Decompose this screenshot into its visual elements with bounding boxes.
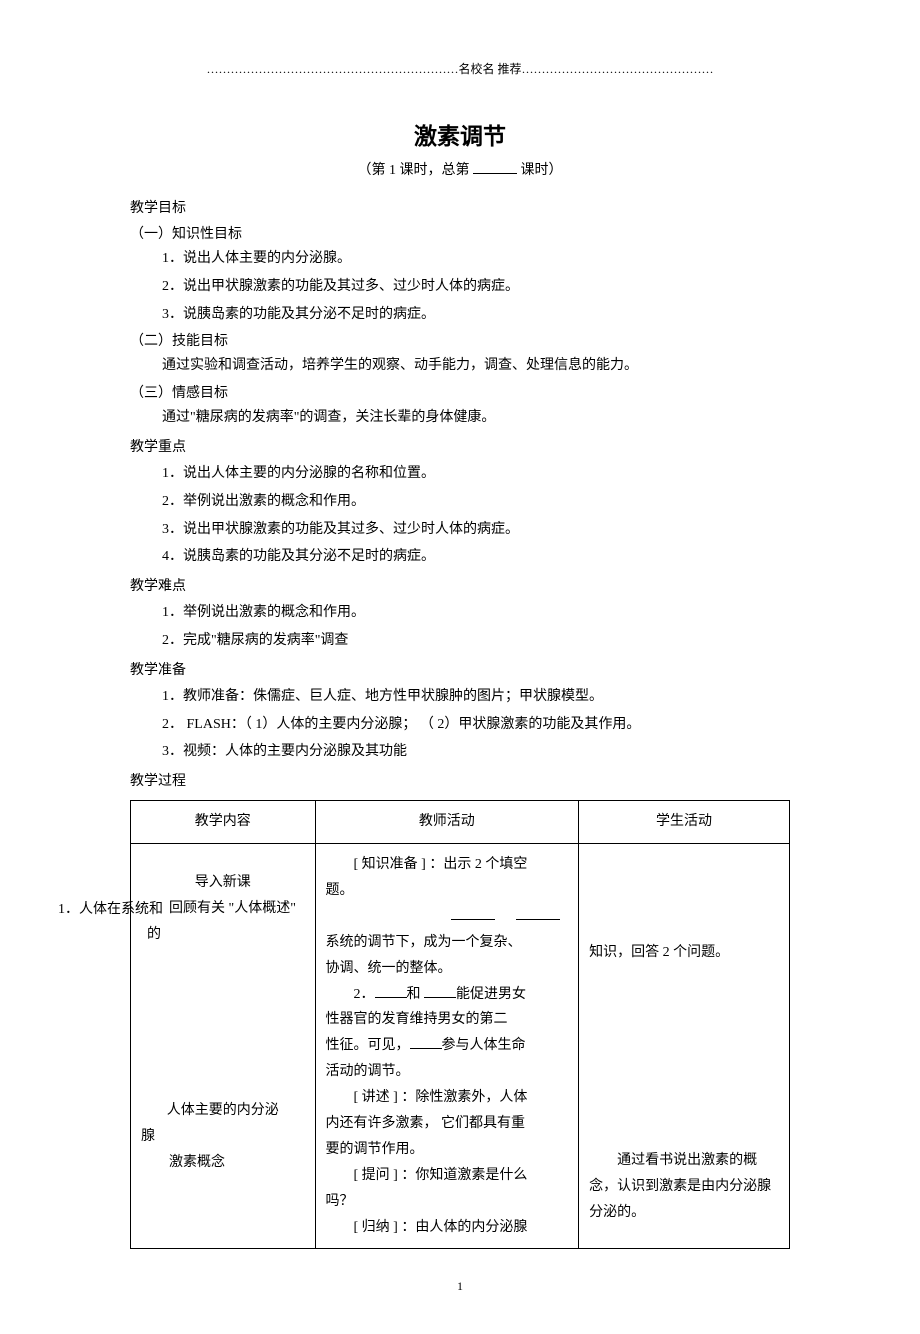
subheading-knowledge: （一）知识性目标	[130, 223, 790, 243]
heading-difficulties: 教学难点	[130, 575, 790, 595]
q2-suffix: 能促进男女	[456, 987, 526, 1002]
body-label-2: 腺	[141, 1124, 305, 1150]
blank	[424, 983, 456, 997]
key-item: 2．举例说出激素的概念和作用。	[162, 490, 790, 514]
t-line: 性器官的发育维持男女的第二	[326, 1012, 508, 1027]
key-item: 3．说出甲状腺激素的功能及其过多、过少时人体的病症。	[162, 518, 790, 542]
q1-prefix: 1．人体在	[58, 902, 121, 917]
s-line: 知识，回答 2 个问题。	[589, 945, 729, 960]
subtitle-suffix: 课时）	[521, 163, 563, 178]
overflow-text-q1: 1．人体在系统和	[58, 898, 163, 918]
diff-item: 1．举例说出激素的概念和作用。	[162, 601, 790, 625]
t-line: 协调、统一的整体。	[326, 961, 452, 976]
t-line: [ 提问 ] ：你知道激素是什么	[326, 1163, 569, 1189]
prep-item: 1．教师准备：侏儒症、巨人症、地方性甲状腺肿的图片；甲状腺模型。	[162, 685, 790, 709]
s-line: 通过看书说出激素的概	[589, 1148, 779, 1174]
document-page: ………………………………………………………名校名 推荐……………………………………	[0, 0, 920, 1334]
header-banner: ………………………………………………………名校名 推荐……………………………………	[130, 60, 790, 77]
table-header-row: 教学内容 教师活动 学生活动	[131, 801, 790, 844]
blank	[410, 1035, 442, 1049]
t-line: 2． 和 能促进男女	[326, 982, 569, 1008]
table-header: 学生活动	[579, 801, 790, 844]
blank	[451, 906, 495, 920]
blank-pair	[326, 904, 569, 930]
document-title: 激素调节	[130, 117, 790, 151]
t-line: 性征。可见， 参与人体生命	[326, 1038, 526, 1053]
key-item: 1．说出人体主要的内分泌腺的名称和位置。	[162, 462, 790, 486]
t-line: 要的调节作用。	[326, 1142, 424, 1157]
t-line: [ 归纳 ] ：由人体的内分泌腺	[326, 1215, 569, 1241]
t-line: 内还有许多激素， 它们都具有重	[326, 1116, 526, 1131]
subtitle-prefix: （第 1 课时，总第	[358, 163, 470, 178]
heading-preparation: 教学准备	[130, 659, 790, 679]
t-line: 活动的调节。	[326, 1064, 410, 1079]
blank	[516, 906, 560, 920]
recall-prefix: 回顾有关 "人体概述"	[169, 901, 296, 916]
t-line: 题。	[326, 883, 354, 898]
s-line: 念，认识到激素是由内分泌腺	[589, 1179, 771, 1194]
process-table: 教学内容 教师活动 学生活动 导入新课 回顾有关 "人体概述" 的 人体主要的内…	[130, 800, 790, 1249]
cell-student: 知识，回答 2 个问题。 通过看书说出激素的概 念，认识到激素是由内分泌腺 分泌…	[579, 844, 790, 1249]
goal-item: 2．说出甲状腺激素的功能及其过多、过少时人体的病症。	[162, 275, 790, 299]
goal-item: 通过"糖尿病的发病率"的调查，关注长辈的身体健康。	[162, 406, 790, 430]
q2b-suffix: 参与人体生命	[442, 1038, 526, 1053]
key-item: 4．说胰岛素的功能及其分泌不足时的病症。	[162, 545, 790, 569]
subheading-emotion: （三）情感目标	[130, 382, 790, 402]
t-line: [ 知识准备 ] ：出示 2 个填空	[326, 852, 569, 878]
table-wrapper: 1．人体在系统和 教学内容 教师活动 学生活动 导入新课 回顾有关 "人体概述"…	[130, 800, 790, 1249]
goal-item: 3．说胰岛素的功能及其分泌不足时的病症。	[162, 303, 790, 327]
recall-line: 回顾有关 "人体概述" 的	[141, 896, 305, 948]
intro-label: 导入新课	[141, 870, 305, 896]
cell-teacher: [ 知识准备 ] ：出示 2 个填空 题。 系统的调节下，成为一个复杂、 协调、…	[315, 844, 579, 1249]
heading-goals: 教学目标	[130, 197, 790, 217]
prep-item: 3．视频：人体的主要内分泌腺及其功能	[162, 740, 790, 764]
t-line: [ 讲述 ] ：除性激素外，人体	[326, 1085, 569, 1111]
concept-label: 激素概念	[169, 1150, 305, 1176]
table-header: 教学内容	[131, 801, 316, 844]
heading-keypoints: 教学重点	[130, 436, 790, 456]
t-line: 吗？	[326, 1194, 354, 1209]
diff-item: 2．完成"糖尿病的发病率"调查	[162, 629, 790, 653]
body-label-1: 人体主要的内分泌	[141, 1098, 305, 1124]
page-number: 1	[130, 1279, 790, 1294]
q2b-prefix: 性征。可见，	[326, 1038, 410, 1053]
document-subtitle: （第 1 课时，总第 课时）	[130, 159, 790, 179]
heading-process: 教学过程	[130, 770, 790, 790]
blank	[375, 983, 407, 997]
table-row: 导入新课 回顾有关 "人体概述" 的 人体主要的内分泌 腺 激素概念 [ 知识准…	[131, 844, 790, 1249]
goal-item: 通过实验和调查活动，培养学生的观察、动手能力，调查、处理信息的能力。	[162, 354, 790, 378]
subheading-skill: （二）技能目标	[130, 330, 790, 350]
q2-and: 和	[407, 987, 421, 1002]
q2-prefix: 2．	[354, 987, 375, 1002]
goal-item: 1．说出人体主要的内分泌腺。	[162, 247, 790, 271]
blank-lesson-number	[473, 160, 517, 174]
t-line: 系统的调节下，成为一个复杂、	[326, 935, 522, 950]
table-header: 教师活动	[315, 801, 579, 844]
prep-item: 2． FLASH：（ 1）人体的主要内分泌腺； （ 2）甲状腺激素的功能及其作用…	[162, 713, 790, 737]
q1-mid: 系统和	[121, 902, 163, 917]
recall-suffix: 的	[147, 927, 161, 942]
s-line: 分泌的。	[589, 1205, 645, 1220]
